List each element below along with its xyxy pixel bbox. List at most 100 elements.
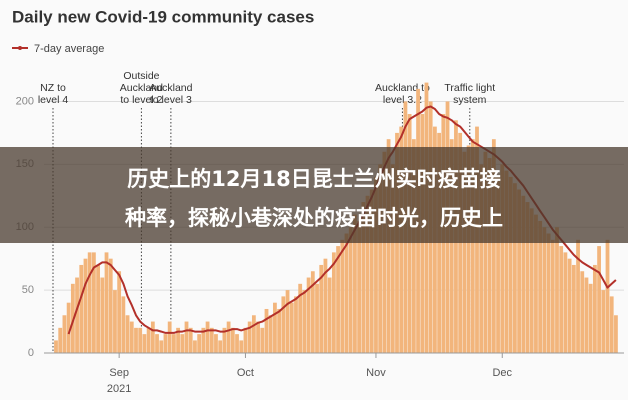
bar	[500, 164, 505, 353]
annotation-label: to level 3	[150, 94, 192, 106]
x-tick-label: Sep	[109, 367, 129, 379]
legend-swatch-dot	[18, 46, 22, 50]
bar	[281, 296, 286, 353]
bar	[319, 264, 324, 353]
x-tick-label: Oct	[237, 367, 254, 379]
bar	[298, 283, 303, 353]
bar	[264, 308, 269, 353]
bar	[277, 308, 282, 353]
bar	[614, 315, 618, 353]
bar	[336, 246, 340, 353]
bar	[369, 189, 374, 353]
x-year-label: 2021	[107, 383, 131, 395]
bar	[239, 340, 244, 353]
bar	[605, 239, 610, 353]
bar	[125, 315, 130, 353]
bar	[273, 302, 277, 353]
bar	[306, 277, 311, 353]
annotation-label: level 4	[38, 94, 69, 106]
bar	[508, 176, 513, 353]
bar	[83, 258, 88, 353]
annotation-label: Auckland	[149, 82, 192, 94]
bar	[58, 327, 63, 353]
bar	[512, 183, 517, 353]
bar	[260, 327, 265, 353]
bar	[588, 283, 593, 353]
bar	[534, 214, 538, 353]
bar	[167, 321, 172, 353]
x-tick-label: Dec	[492, 367, 512, 379]
bar	[108, 258, 113, 353]
bar	[289, 302, 294, 353]
bar	[251, 315, 256, 353]
bar	[96, 264, 100, 353]
bar	[247, 321, 252, 353]
bar	[357, 220, 362, 353]
bar	[386, 139, 391, 353]
y-tick-label: 0	[28, 347, 34, 359]
bar	[235, 334, 239, 353]
bar	[559, 246, 564, 353]
bar	[327, 277, 332, 353]
bar	[340, 239, 345, 353]
bar	[188, 327, 193, 353]
bar	[584, 277, 589, 353]
bar	[150, 321, 155, 353]
bar	[285, 290, 290, 353]
bar	[66, 302, 71, 353]
bar	[134, 327, 138, 353]
bar	[597, 246, 601, 353]
bar	[567, 258, 572, 353]
overlay-banner	[0, 147, 628, 243]
bar	[256, 321, 260, 353]
annotation-label: Traffic light	[444, 82, 495, 94]
bar	[310, 271, 315, 353]
chart-title: Daily new Covid-19 community cases	[12, 7, 314, 26]
bar	[155, 334, 159, 353]
bar	[117, 271, 122, 353]
bar	[538, 220, 543, 353]
bar	[344, 233, 349, 353]
bar	[87, 252, 92, 353]
bar	[184, 321, 189, 353]
bar	[555, 227, 559, 353]
bar	[138, 327, 143, 353]
bar	[243, 327, 248, 353]
bar	[353, 214, 357, 353]
bar	[100, 277, 105, 353]
bar	[378, 164, 383, 353]
bar	[601, 290, 606, 353]
bar	[129, 321, 134, 353]
bar	[466, 145, 471, 353]
bar	[79, 264, 84, 353]
bar	[323, 258, 328, 353]
bar	[62, 315, 67, 353]
bar	[146, 327, 151, 353]
bar	[374, 176, 378, 353]
bar	[483, 151, 488, 353]
bar	[479, 164, 484, 353]
bar	[222, 327, 227, 353]
bar	[226, 321, 231, 353]
bar	[302, 290, 307, 353]
bar	[294, 296, 298, 353]
bar	[382, 151, 387, 353]
annotation-label: Outside	[123, 70, 159, 82]
y-tick-label: 200	[16, 95, 34, 107]
bar	[159, 340, 164, 353]
bar	[517, 189, 521, 353]
overlay-text: 种率，探秘小巷深处的疫苗时光，历史上	[124, 206, 503, 230]
bar	[54, 340, 58, 353]
bar	[504, 170, 509, 353]
bar	[550, 239, 555, 353]
bar	[525, 202, 530, 353]
legend-label: 7-day average	[34, 43, 104, 55]
bar	[449, 139, 454, 353]
bar	[592, 264, 597, 353]
bar	[205, 321, 210, 353]
bar	[193, 340, 197, 353]
bar	[576, 239, 580, 353]
bar	[121, 296, 126, 353]
bar	[348, 227, 353, 353]
